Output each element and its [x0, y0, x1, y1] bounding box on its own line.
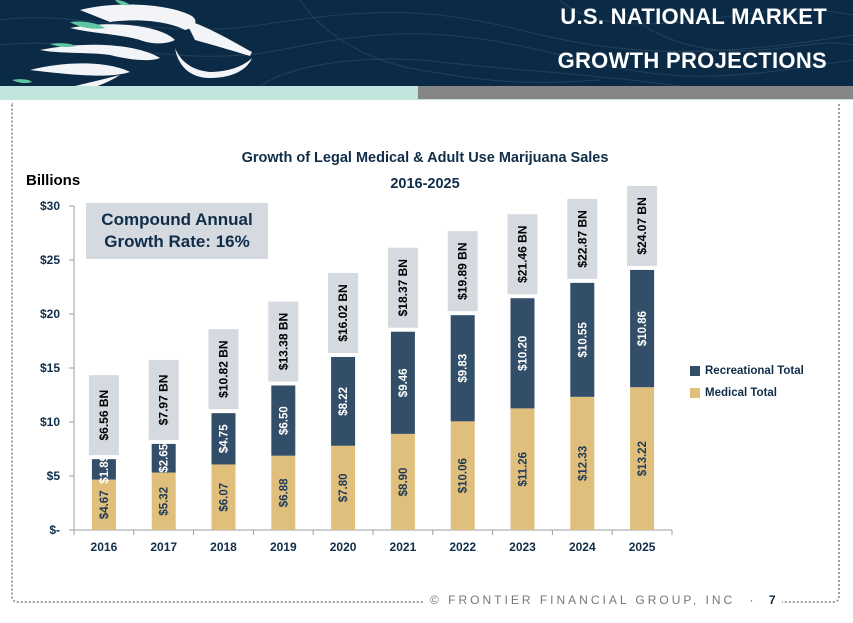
- chart-legend: Recreational Total Medical Total: [690, 360, 804, 404]
- footer-separator: ·: [749, 593, 757, 607]
- header-gray-stripe: [418, 86, 853, 99]
- y-axis-label: Billions: [26, 172, 81, 189]
- horse-head-logo-icon: [12, 0, 252, 86]
- cagr-callout: Compound Annual Growth Rate: 16%: [86, 203, 268, 259]
- chart-subtitle: 2016-2025: [390, 176, 460, 192]
- header-banner: U.S. NATIONAL MARKET GROWTH PROJECTIONS: [0, 0, 853, 86]
- legend-label-medical: Medical Total: [705, 387, 777, 399]
- copyright-text: © FRONTIER FINANCIAL GROUP, INC: [430, 593, 736, 607]
- cagr-line-1: Compound Annual: [101, 210, 253, 229]
- cagr-line-2: Growth Rate: 16%: [104, 232, 250, 251]
- footer: © FRONTIER FINANCIAL GROUP, INC · 7: [424, 593, 782, 611]
- legend-swatch-recreational: [690, 366, 700, 376]
- legend-item-recreational: Recreational Total: [690, 360, 804, 382]
- page-number: 7: [768, 593, 776, 607]
- legend-label-recreational: Recreational Total: [705, 365, 804, 377]
- legend-swatch-medical: [690, 388, 700, 398]
- legend-item-medical: Medical Total: [690, 382, 804, 404]
- page-title-line-2: GROWTH PROJECTIONS: [557, 48, 827, 73]
- chart-title: Growth of Legal Medical & Adult Use Mari…: [241, 150, 609, 166]
- page-title-line-1: U.S. NATIONAL MARKET: [560, 4, 827, 29]
